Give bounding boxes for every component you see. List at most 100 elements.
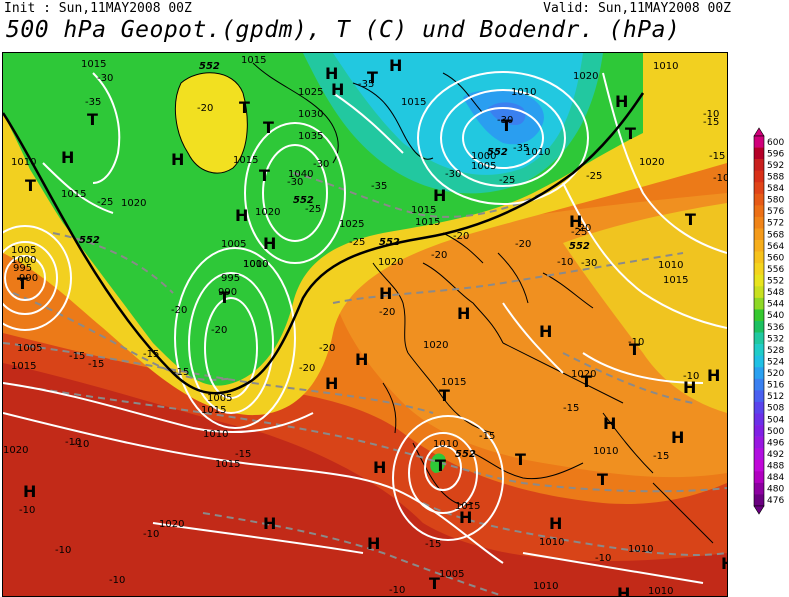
pressure-label: 1035 — [298, 131, 323, 142]
temp-label: -15 — [88, 359, 104, 370]
high-marker: H — [171, 150, 184, 169]
legend-label: 500 — [767, 427, 784, 437]
high-marker: H — [61, 148, 74, 167]
temp-label: -30 — [497, 115, 513, 126]
high-marker: H — [549, 514, 562, 533]
pressure-label: 1015 — [455, 501, 480, 512]
pressure-label: 995 — [13, 263, 32, 274]
temp-label: -10 — [65, 437, 81, 448]
temp-label: -20 — [299, 363, 315, 374]
pressure-label: 1020 — [423, 340, 448, 351]
legend-swatch — [754, 170, 764, 183]
low-marker: T — [435, 456, 446, 475]
temp-label: -20 — [515, 239, 531, 250]
temp-label: -20 — [319, 343, 335, 354]
high-marker: H — [23, 482, 36, 501]
pressure-label: 1010 — [658, 260, 683, 271]
pressure-label: 1005 — [17, 343, 42, 354]
pressure-label: 1000 — [471, 151, 496, 162]
legend-label: 488 — [767, 462, 784, 472]
pressure-label: 1010 — [433, 439, 458, 450]
low-marker: T — [685, 210, 696, 229]
height-label: 552 — [379, 237, 400, 248]
temp-label: -10 — [143, 529, 159, 540]
legend-label: 552 — [767, 277, 784, 287]
high-marker: H — [235, 206, 248, 225]
high-marker: H — [331, 80, 344, 99]
pressure-label: 1015 — [233, 155, 258, 166]
temp-label: -15 — [143, 349, 159, 360]
high-marker: H — [389, 56, 402, 75]
pressure-label: 1015 — [201, 405, 226, 416]
temp-label: -25 — [349, 237, 365, 248]
legend-swatch — [754, 401, 764, 414]
temp-label: -15 — [235, 449, 251, 460]
color-legend: 600 596 592 588 584 580 576 572 568 564 560 556 552 5… — [752, 127, 789, 515]
legend-label: 548 — [767, 288, 784, 298]
high-marker: H — [617, 584, 630, 596]
chart-title: 500 hPa Geopot.(gpdm), T (C) und Bodendr… — [6, 17, 681, 43]
height-label: 552 — [487, 147, 508, 158]
pressure-label: 1040 — [288, 169, 313, 180]
legend-label: 516 — [767, 381, 784, 391]
temp-label: -10 — [703, 109, 719, 120]
temp-label: -10 — [73, 439, 89, 450]
pressure-label: 1005 — [11, 245, 36, 256]
legend-label: 480 — [767, 485, 784, 495]
temp-label: -15 — [563, 403, 579, 414]
temp-label: -15 — [479, 431, 495, 442]
pressure-label: 1025 — [298, 87, 323, 98]
high-marker: H — [539, 322, 552, 341]
field-green-small — [430, 453, 446, 473]
pressure-label: 1010 — [533, 581, 558, 592]
low-marker: T — [501, 116, 512, 135]
legend-label: 528 — [767, 346, 784, 356]
height-label: 552 — [569, 241, 590, 252]
legend-label: 572 — [767, 219, 784, 229]
legend-swatch — [754, 147, 764, 160]
pressure-label: 1005 — [471, 161, 496, 172]
pressure-label: 1015 — [215, 459, 240, 470]
low-marker: T — [439, 386, 450, 405]
pressure-label: 990 — [218, 287, 237, 298]
high-marker: H — [433, 186, 446, 205]
pressure-label: 1010 — [243, 259, 268, 270]
init-time: Init : Sun,11MAY2008 00Z — [4, 1, 192, 16]
high-marker: H — [263, 514, 276, 533]
weather-map: 1015 1015 1010 1015 1020 1005 1000 995 9… — [2, 52, 728, 597]
height-label: 552 — [199, 61, 220, 72]
temp-label: -15 — [709, 151, 725, 162]
low-marker: T — [629, 340, 640, 359]
legend-swatch — [754, 228, 764, 241]
temp-label: -10 — [628, 337, 644, 348]
pressure-label: 1020 — [121, 198, 146, 209]
temp-label: -15 — [69, 351, 85, 362]
pressure-label: 1020 — [255, 207, 280, 218]
pressure-label: 1025 — [339, 219, 364, 230]
temp-label: -15 — [425, 539, 441, 550]
pressure-label: 1010 — [653, 61, 678, 72]
pressure-label: 995 — [221, 273, 240, 284]
high-marker: H — [325, 64, 338, 83]
temp-label: -15 — [653, 451, 669, 462]
pressure-label: 1020 — [639, 157, 664, 168]
pressure-label: 1015 — [663, 275, 688, 286]
legend-label: 600 — [767, 138, 784, 148]
legend-swatch — [754, 136, 764, 148]
pressure-labels: 1015 1015 1010 1015 1020 1005 1000 995 9… — [3, 55, 688, 596]
field-greenland-yellow — [174, 72, 248, 174]
temp-label: -15 — [703, 117, 719, 128]
legend-label: 588 — [767, 172, 784, 182]
pressure-label: 1020 — [378, 257, 403, 268]
height-labels: 552 552 552 552 552 552 552 — [79, 61, 590, 460]
pressure-label: 1000 — [11, 255, 36, 266]
legend-swatch — [754, 494, 764, 507]
temp-label: -35 — [85, 97, 101, 108]
temp-label: -30 — [581, 258, 597, 269]
pressure-label: 1010 — [511, 87, 536, 98]
high-marker: H — [367, 534, 380, 553]
legend-swatch — [754, 471, 764, 484]
high-marker: H — [325, 374, 338, 393]
high-marker: H — [615, 92, 628, 111]
low-marker: T — [239, 98, 250, 117]
